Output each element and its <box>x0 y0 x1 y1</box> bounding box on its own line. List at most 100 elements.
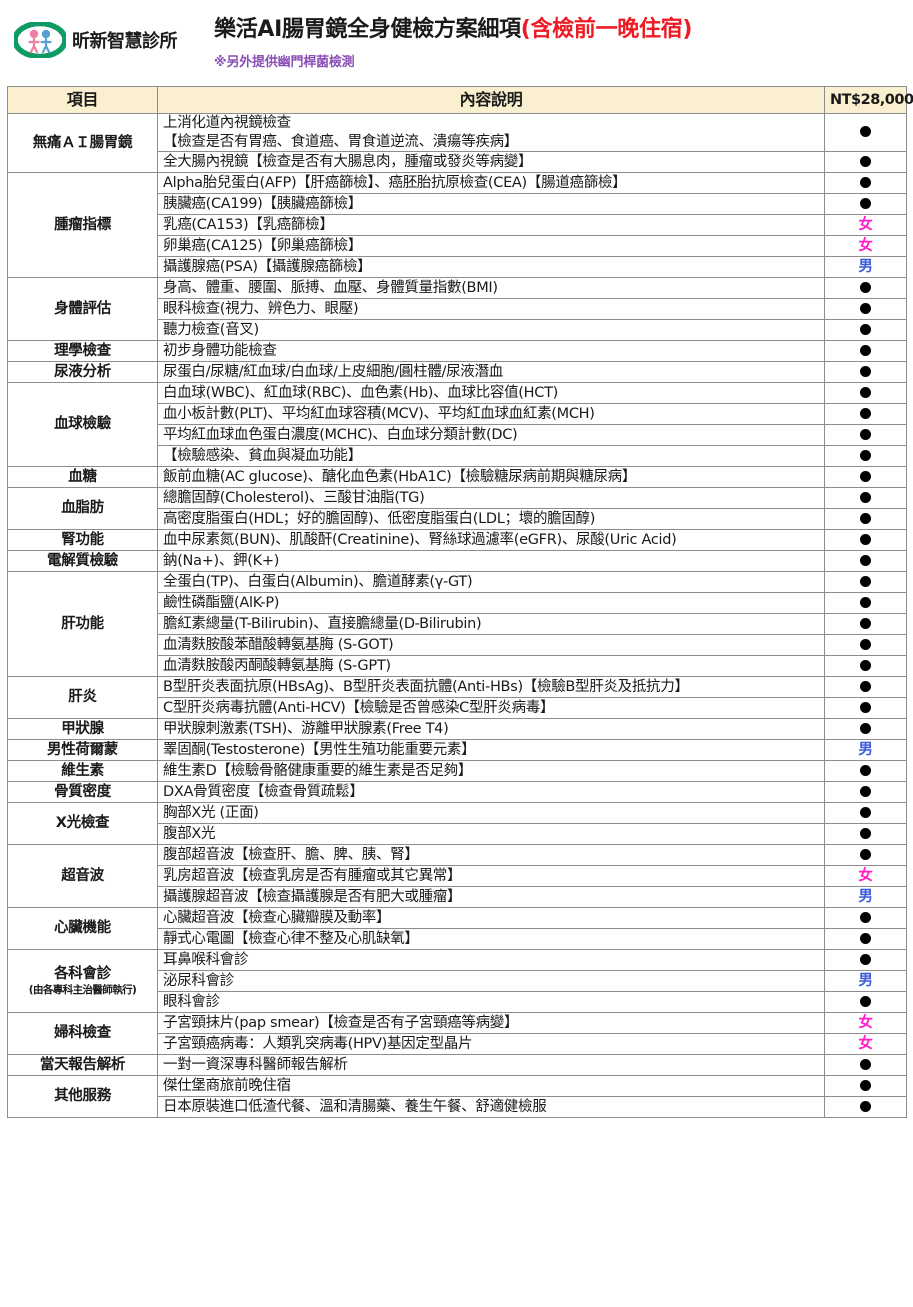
filled-circle-icon <box>860 806 871 818</box>
filled-circle-icon <box>860 428 871 440</box>
description-line-1: 聽力檢查(音叉) <box>163 321 259 338</box>
male-only-marker: 男 <box>824 970 907 993</box>
group-name: 各科會診 <box>54 965 111 982</box>
description-line-1: 胸部X光 (正面) <box>163 804 259 821</box>
table-row: 甲狀腺 甲狀腺刺激素(TSH)、游離甲狀腺素(Free T4) <box>7 718 907 741</box>
table-row: 胰臟癌(CA199)【胰臟癌篩檢】 <box>8 193 907 216</box>
filled-circle-icon <box>860 126 871 138</box>
description-line-1: 甲狀腺刺激素(TSH)、游離甲狀腺素(Free T4) <box>163 720 449 737</box>
female-glyph: 女 <box>858 867 873 884</box>
filled-circle-icon <box>860 596 871 608</box>
table-row: 膽紅素總量(T-Bilirubin)、直接膽總量(D-Bilirubin) <box>8 613 907 636</box>
item-description: 全蛋白(TP)、白蛋白(Albumin)、膽道酵素(γ-GT) <box>157 571 825 594</box>
clinic-oval-family-logo-icon <box>14 22 66 58</box>
included-dot-marker <box>824 193 907 216</box>
included-dot-marker <box>824 298 907 321</box>
filled-circle-icon <box>860 953 871 965</box>
item-description: 傑仕堡商旅前晚住宿 <box>157 1075 825 1098</box>
male-glyph: 男 <box>858 258 873 275</box>
description-line-1: 傑仕堡商旅前晚住宿 <box>163 1077 291 1094</box>
group-name: 腎功能 <box>61 531 104 548</box>
table-row: 各科會診 (由各專科主治醫師執行) 耳鼻喉科會診 <box>7 949 907 1014</box>
description-line-1: 膽紅素總量(T-Bilirubin)、直接膽總量(D-Bilirubin) <box>163 615 482 632</box>
item-description: 乳房超音波【檢查乳房是否有腫瘤或其它異常】 <box>157 865 825 888</box>
page-header: 昕新智慧診所 樂活AI腸胃鏡全身健檢方案細項(含檢前一晚住宿) ※另外提供幽門桿… <box>0 0 913 86</box>
table-row: 血球檢驗 白血球(WBC)、紅血球(RBC)、血色素(Hb)、血球比容值(HCT) <box>7 382 907 468</box>
table-row: 血清麩胺酸苯醋酸轉氨基脢 (S-GOT) <box>8 634 907 657</box>
group-name: 心臟機能 <box>54 920 111 937</box>
item-description: 膽紅素總量(T-Bilirubin)、直接膽總量(D-Bilirubin) <box>157 613 825 636</box>
included-dot-marker <box>824 445 907 468</box>
included-dot-marker <box>824 508 907 531</box>
description-line-1: 乳癌(CA153)【乳癌篩檢】 <box>163 216 334 233</box>
included-dot-marker <box>824 655 907 678</box>
included-dot-marker <box>824 718 907 741</box>
table-row: 肝炎 B型肝炎表面抗原(HBsAg)、B型肝炎表面抗體(Anti-HBs)【檢驗B… <box>7 676 907 720</box>
filled-circle-icon <box>860 554 871 566</box>
included-dot-marker <box>824 382 907 405</box>
included-dot-marker <box>824 676 907 699</box>
included-dot-marker <box>824 697 907 720</box>
table-row: 無痛ＡＩ腸胃鏡 上消化道內視鏡檢查 【檢查是否有胃癌、食道癌、胃食道逆流、潰瘍等疾病… <box>7 112 907 174</box>
filled-circle-icon <box>860 407 871 419</box>
item-description: 子宮頸癌病毒：人類乳突病毒(HPV)基因定型晶片 <box>157 1033 825 1056</box>
description-line-1: 一對一資深專科醫師報告解析 <box>163 1056 348 1073</box>
included-dot-marker <box>824 928 907 951</box>
item-description: 泌尿科會診 <box>157 970 825 993</box>
item-description: 平均紅血球血色蛋白濃度(MCHC)、白血球分類計數(DC) <box>157 424 825 447</box>
male-glyph: 男 <box>858 972 873 989</box>
included-dot-marker <box>824 424 907 447</box>
clinic-name: 昕新智慧診所 <box>72 31 178 52</box>
group-label-8: 血脂肪 <box>7 487 158 531</box>
table-row: 腹部X光 <box>8 823 907 846</box>
group-name: 其他服務 <box>54 1088 111 1105</box>
filled-circle-icon <box>860 701 871 713</box>
table-row: 日本原裝進口低渣代餐、溫和清腸藥、養生午餐、舒適健檢服 <box>8 1096 907 1119</box>
table-row: 聽力檢查(音叉) <box>8 319 907 342</box>
included-dot-marker <box>824 613 907 636</box>
included-dot-marker <box>824 112 907 153</box>
male-only-marker: 男 <box>824 739 907 762</box>
table-row: 平均紅血球血色蛋白濃度(MCHC)、白血球分類計數(DC) <box>8 424 907 447</box>
column-header-description: 內容說明 <box>157 86 825 114</box>
table-row: 電解質檢驗 鈉(Na+)、鉀(K+) <box>7 550 907 573</box>
description-line-1: 鈉(Na+)、鉀(K+) <box>163 552 280 569</box>
description-line-1: 攝護腺癌(PSA)【攝護腺癌篩檢】 <box>163 258 372 275</box>
group-name: 血脂肪 <box>61 500 104 517</box>
included-dot-marker <box>824 823 907 846</box>
filled-circle-icon <box>860 680 871 692</box>
item-description: 聽力檢查(音叉) <box>157 319 825 342</box>
group-label-18: 超音波 <box>7 844 158 909</box>
group-label-15: 維生素 <box>7 760 158 783</box>
item-description: 一對一資深專科醫師報告解析 <box>157 1054 825 1077</box>
item-description: 【檢驗感染、貧血與凝血功能】 <box>157 445 825 468</box>
description-line-1: 總膽固醇(Cholesterol)、三酸甘油脂(TG) <box>163 489 425 506</box>
description-line-1: 維生素D【檢驗骨骼健康重要的維生素是否足夠】 <box>163 762 473 779</box>
page-title-accent: (含檢前一晚住宿) <box>520 17 693 42</box>
table-row: 眼科檢查(視力、辨色力、眼壓) <box>8 298 907 321</box>
item-description: 腹部超音波【檢查肝、膽、脾、胰、腎】 <box>157 844 825 867</box>
included-dot-marker <box>824 340 907 363</box>
included-dot-marker <box>824 172 907 195</box>
item-description: 維生素D【檢驗骨骼健康重要的維生素是否足夠】 <box>157 760 825 783</box>
item-description: 心臟超音波【檢查心臟瓣膜及動率】 <box>157 907 825 930</box>
group-label-23: 其他服務 <box>7 1075 158 1119</box>
female-glyph: 女 <box>858 1014 873 1031</box>
filled-circle-icon <box>860 470 871 482</box>
group-name: 當天報告解析 <box>39 1056 126 1073</box>
item-description: 初步身體功能檢查 <box>157 340 825 363</box>
description-line-1: 卵巢癌(CA125)【卵巢癌篩檢】 <box>163 237 362 254</box>
table-row: 當天報告解析 一對一資深專科醫師報告解析 <box>7 1054 907 1077</box>
filled-circle-icon <box>860 176 871 188</box>
filled-circle-icon <box>860 344 871 356</box>
filled-circle-icon <box>860 764 871 776</box>
item-description: 尿蛋白/尿糖/紅血球/白血球/上皮細胞/圓柱體/尿液潛血 <box>157 361 825 384</box>
page-subtitle: ※另外提供幽門桿菌檢測 <box>214 54 355 70</box>
included-dot-marker <box>824 802 907 825</box>
included-dot-marker <box>824 781 907 804</box>
description-line-1: DXA骨質密度【檢查骨質疏鬆】 <box>163 783 364 800</box>
included-dot-marker <box>824 592 907 615</box>
item-description: Alpha胎兒蛋白(AFP)【肝癌篩檢】、癌胚胎抗原檢查(CEA)【腸道癌篩檢】 <box>157 172 825 195</box>
description-line-1: 眼科檢查(視力、辨色力、眼壓) <box>163 300 359 317</box>
description-line-1: 血中尿素氮(BUN)、肌酸酐(Creatinine)、腎絲球過濾率(eGFR)、… <box>163 531 677 548</box>
